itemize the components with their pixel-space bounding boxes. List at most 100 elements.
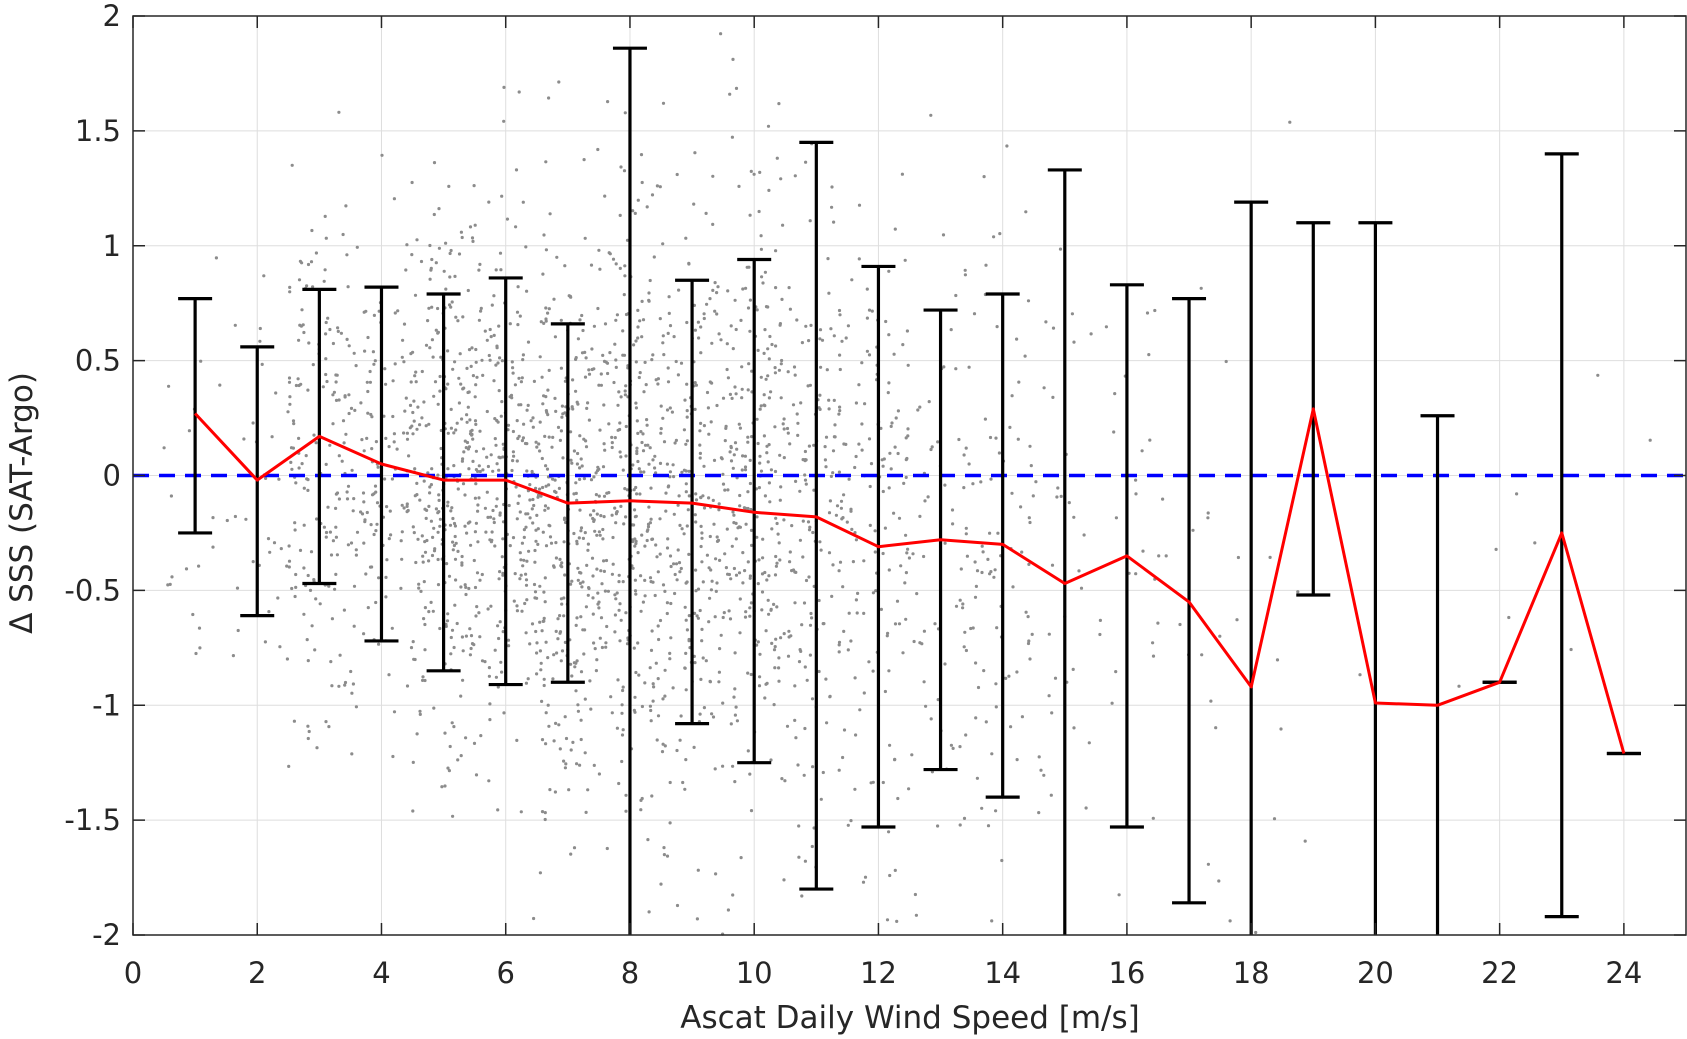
scatter-point — [643, 443, 648, 447]
scatter-point — [476, 509, 480, 513]
scatter-point — [818, 337, 822, 341]
scatter-point — [612, 380, 616, 385]
scatter-point — [525, 469, 529, 473]
scatter-point — [929, 447, 933, 452]
scatter-point — [365, 436, 369, 440]
x-tick-label: 8 — [621, 956, 639, 990]
scatter-point — [347, 393, 351, 397]
scatter-point — [840, 339, 844, 343]
scatter-point — [733, 298, 737, 302]
scatter-point — [903, 258, 907, 262]
scatter-point — [890, 421, 894, 425]
scatter-point — [560, 561, 564, 565]
scatter-point — [498, 620, 502, 624]
scatter-point — [589, 478, 594, 482]
scatter-point — [867, 353, 872, 357]
scatter-point — [289, 460, 293, 464]
x-tick-label: 18 — [1233, 956, 1270, 990]
scatter-point — [634, 592, 638, 596]
scatter-point — [576, 566, 580, 570]
scatter-point — [602, 559, 606, 563]
scatter-point — [1079, 586, 1084, 590]
scatter-point — [599, 569, 603, 573]
scatter-point — [664, 509, 668, 513]
scatter-point — [803, 459, 807, 463]
scatter-point — [1236, 555, 1240, 560]
scatter-point — [312, 433, 316, 437]
scatter-point — [915, 592, 919, 596]
scatter-point — [448, 303, 452, 307]
scatter-point — [457, 376, 461, 380]
scatter-point — [453, 534, 457, 539]
scatter-point — [1596, 373, 1600, 377]
scatter-point — [331, 341, 335, 346]
scatter-point — [438, 374, 442, 379]
scatter-point — [387, 673, 391, 677]
scatter-point — [1199, 286, 1203, 290]
scatter-point — [436, 473, 440, 477]
scatter-point — [458, 352, 462, 356]
scatter-point — [654, 661, 658, 665]
scatter-point — [276, 596, 280, 600]
scatter-point — [862, 559, 866, 563]
scatter-point — [730, 396, 734, 400]
scatter-point — [528, 498, 532, 502]
scatter-point — [483, 329, 487, 333]
scatter-point — [405, 504, 409, 508]
scatter-point — [862, 691, 866, 695]
scatter-point — [536, 542, 540, 547]
scatter-point — [756, 640, 760, 644]
scatter-point — [620, 703, 624, 707]
scatter-point — [544, 464, 548, 468]
scatter-point — [462, 450, 466, 454]
scatter-point — [673, 591, 677, 596]
scatter-point — [967, 365, 971, 369]
scatter-point — [538, 649, 543, 653]
scatter-point — [621, 468, 625, 472]
scatter-point — [474, 383, 478, 387]
scatter-point — [523, 601, 527, 606]
scatter-point — [544, 742, 548, 746]
scatter-point — [700, 536, 704, 540]
scatter-point — [755, 535, 759, 539]
scatter-point — [380, 153, 384, 157]
scatter-point — [732, 695, 736, 699]
scatter-point — [961, 602, 965, 606]
scatter-point — [432, 706, 436, 710]
scatter-point — [594, 669, 599, 673]
scatter-point — [963, 268, 967, 272]
scatter-point — [562, 540, 566, 544]
scatter-point — [995, 325, 999, 329]
scatter-point — [384, 382, 388, 386]
scatter-point — [559, 429, 564, 433]
scatter-point — [643, 681, 647, 685]
scatter-point — [668, 780, 672, 785]
scatter-point — [411, 809, 415, 813]
scatter-point — [529, 419, 533, 423]
scatter-point — [578, 466, 582, 470]
scatter-point — [402, 506, 406, 510]
scatter-point — [698, 429, 702, 433]
scatter-point — [574, 623, 578, 628]
scatter-point — [1153, 308, 1157, 313]
scatter-point — [668, 406, 672, 410]
scatter-point — [539, 668, 543, 672]
scatter-point — [743, 465, 748, 469]
scatter-point — [658, 185, 662, 189]
scatter-point — [575, 462, 580, 466]
scatter-point — [807, 575, 811, 579]
x-tick-label: 14 — [984, 956, 1021, 990]
scatter-point — [400, 355, 404, 359]
scatter-point — [502, 119, 506, 123]
scatter-point — [363, 349, 367, 353]
scatter-point — [315, 746, 319, 750]
scatter-point — [288, 402, 292, 406]
scatter-point — [347, 344, 351, 348]
scatter-point — [717, 502, 721, 506]
scatter-point — [483, 506, 487, 510]
scatter-point — [341, 419, 346, 423]
scatter-point — [522, 558, 526, 562]
scatter-point — [423, 540, 427, 544]
scatter-point — [886, 391, 890, 395]
scatter-point — [343, 683, 347, 687]
